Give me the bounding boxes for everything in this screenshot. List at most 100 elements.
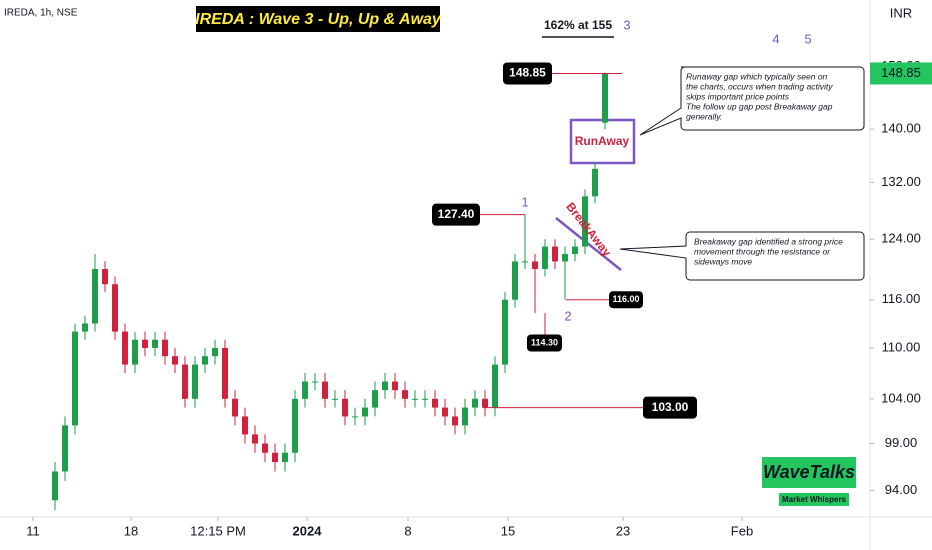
- candle-body: [132, 339, 138, 365]
- note-box: [639, 66, 865, 136]
- price-label: 148.85: [509, 66, 546, 80]
- x-tick-label: 11: [26, 523, 40, 538]
- note-text: movement through the resistance or: [694, 246, 831, 256]
- x-tick-label: 12:15 PM: [190, 523, 246, 538]
- price-label: 103.00: [652, 400, 689, 414]
- candle-body: [262, 443, 268, 453]
- last-price-label: 148.85: [881, 65, 921, 80]
- candle-body: [592, 168, 598, 197]
- y-tick-label: 132.00: [881, 174, 921, 189]
- price-label-box: [609, 291, 643, 309]
- note-box: [619, 231, 865, 281]
- candle-body: [512, 261, 518, 300]
- candle-body: [422, 398, 428, 400]
- candle-body: [122, 331, 128, 365]
- candle-body: [102, 268, 108, 285]
- candle-body: [332, 398, 338, 400]
- brand-box: [762, 457, 856, 488]
- y-tick-label: 99.00: [885, 435, 918, 450]
- candle-body: [562, 253, 568, 262]
- candle-body: [112, 284, 118, 332]
- candle-body: [172, 356, 178, 365]
- note-text: the charts, occurs when trading activity: [686, 81, 833, 91]
- y-tick-label: 116.00: [882, 291, 921, 306]
- wave-label: 5: [804, 31, 811, 46]
- price-label-box: [643, 396, 697, 419]
- candle-body: [142, 339, 148, 348]
- y-tick-label: 140.00: [881, 121, 921, 136]
- candle-body: [292, 398, 298, 453]
- chart-title: IREDA : Wave 3 - Up, Up & Away: [195, 11, 442, 28]
- symbol: IREDA, 1h, NSE: [4, 8, 78, 19]
- candle-body: [252, 434, 258, 444]
- candle-body: [472, 398, 478, 408]
- price-label: 116.00: [612, 294, 639, 304]
- candle-body: [162, 339, 168, 357]
- candle-body: [212, 347, 218, 357]
- note-text: skips important price points: [686, 91, 790, 101]
- candle-body: [352, 416, 358, 418]
- candle-body: [272, 452, 278, 463]
- y-tick-label: 110.00: [882, 339, 921, 354]
- wave-label: 3: [623, 17, 630, 32]
- price-label: 114.30: [531, 337, 558, 347]
- candle-body: [582, 196, 588, 247]
- candle-body: [342, 398, 348, 417]
- candle-body: [462, 407, 468, 426]
- price-label-box: [503, 62, 552, 85]
- candle-body: [432, 398, 438, 408]
- price-label: 127.40: [438, 207, 475, 221]
- last-price-tag: [870, 62, 932, 85]
- target-label: 162% at 155: [544, 18, 612, 32]
- candle-body: [542, 246, 548, 269]
- candle-body: [62, 425, 68, 472]
- y-tick-label: 124.00: [881, 231, 921, 246]
- candle-body: [302, 381, 308, 399]
- candle-body: [522, 261, 528, 263]
- candle-body: [492, 364, 498, 408]
- candle-body: [52, 471, 58, 501]
- x-tick-label: 23: [616, 523, 630, 538]
- candle-body: [482, 398, 488, 408]
- candle-body: [552, 246, 558, 262]
- note-text: generally.: [686, 111, 722, 121]
- candle-body: [382, 381, 388, 391]
- candle-body: [572, 246, 578, 254]
- x-tick-label: 2024: [293, 523, 323, 538]
- candle-body: [362, 407, 368, 417]
- candle-body: [322, 381, 328, 399]
- x-tick-label: 18: [124, 523, 138, 538]
- candle-body: [282, 452, 288, 463]
- candle-body: [182, 364, 188, 399]
- x-tick-label: Feb: [731, 523, 753, 538]
- note-text: The follow up gap post Breakaway gap: [686, 101, 833, 111]
- brand-name: WaveTalks: [763, 462, 855, 482]
- note-text: Breakaway gap identified a strong price: [694, 236, 843, 246]
- wave-label: 2: [564, 308, 571, 323]
- note-text: sideways move: [694, 256, 752, 266]
- candle-body: [442, 407, 448, 417]
- y-tick-label: 104.00: [881, 390, 921, 405]
- candle-body: [502, 299, 508, 365]
- candle-body: [372, 390, 378, 408]
- candle-body: [412, 398, 418, 400]
- candle-body: [72, 331, 78, 426]
- candle-body: [392, 381, 398, 391]
- candle-body: [532, 261, 538, 269]
- price-label-box: [432, 203, 480, 226]
- candle-body: [192, 364, 198, 399]
- wave-label: 1: [521, 194, 528, 209]
- gap-label: RunAway: [575, 134, 630, 148]
- candle-body: [202, 356, 208, 365]
- candle-body: [92, 268, 98, 324]
- title-box: [196, 6, 440, 32]
- currency: INR: [890, 5, 912, 20]
- wave-label: 4: [772, 31, 779, 46]
- brand-tagline: Market Whispers: [782, 495, 847, 504]
- candle-body: [152, 339, 158, 348]
- candle-body: [602, 73, 608, 123]
- breakaway-line: [555, 217, 622, 271]
- brand-box: [779, 493, 849, 506]
- candle-body: [222, 347, 228, 399]
